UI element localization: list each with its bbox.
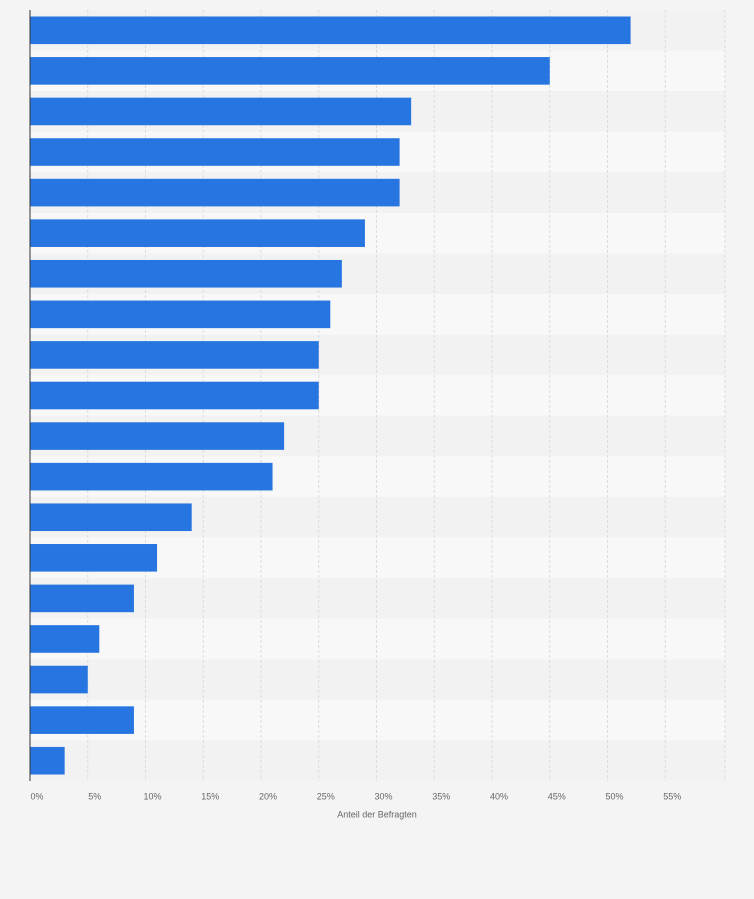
row-band	[30, 578, 725, 619]
x-tick-label: 10%	[143, 791, 161, 801]
x-tick-label: 20%	[259, 791, 277, 801]
bar	[30, 16, 631, 45]
x-tick-label: 15%	[201, 791, 219, 801]
x-tick-label: 50%	[605, 791, 623, 801]
x-tick-label: 30%	[374, 791, 392, 801]
bar	[30, 584, 134, 613]
x-tick-label: 5%	[88, 791, 101, 801]
row-band	[30, 659, 725, 700]
row-band	[30, 740, 725, 781]
bar	[30, 259, 342, 288]
bar	[30, 138, 400, 166]
x-tick-label: 55%	[663, 791, 681, 801]
bar	[30, 746, 65, 775]
x-tick-label: 0%	[30, 791, 43, 801]
x-tick-label: 25%	[317, 791, 335, 801]
x-tick-label: 45%	[548, 791, 566, 801]
bar	[30, 300, 331, 329]
bar	[30, 544, 158, 572]
row-band	[30, 699, 725, 741]
bar	[30, 178, 400, 207]
row-band	[30, 618, 725, 660]
x-tick-label: 35%	[432, 791, 450, 801]
bar	[30, 706, 134, 734]
bar	[30, 219, 365, 247]
bar	[30, 665, 88, 694]
bar	[30, 341, 319, 369]
bar	[30, 381, 319, 410]
bar	[30, 625, 100, 653]
x-axis-label: Anteil der Befragten	[337, 809, 417, 819]
bar	[30, 97, 412, 126]
bar	[30, 503, 192, 532]
bar	[30, 57, 550, 85]
bar	[30, 422, 285, 450]
bar	[30, 462, 273, 491]
x-tick-label: 40%	[490, 791, 508, 801]
